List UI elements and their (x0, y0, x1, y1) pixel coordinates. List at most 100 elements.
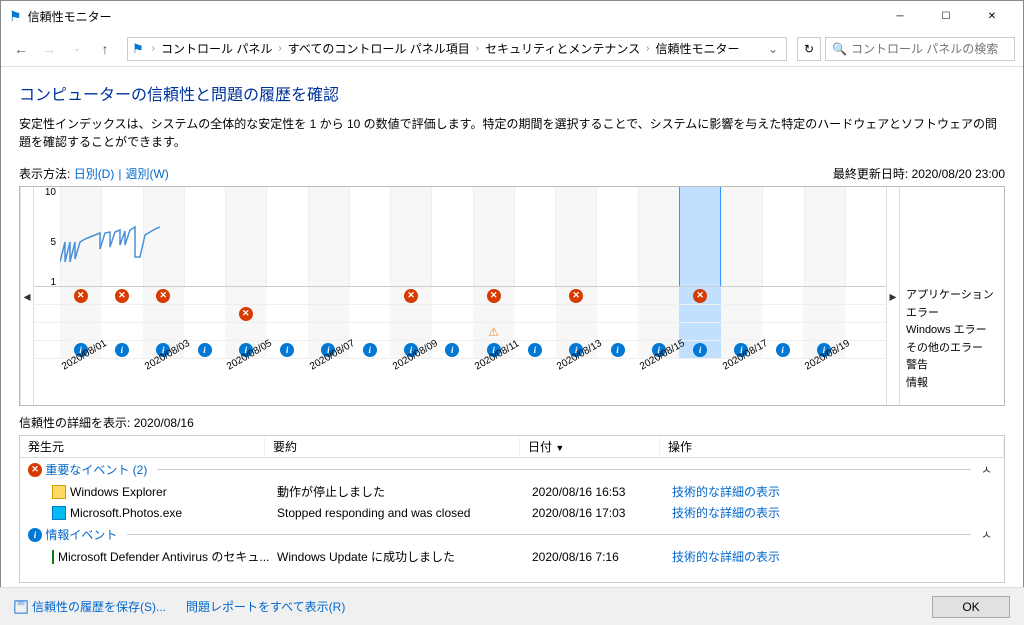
event-cell[interactable] (390, 323, 431, 340)
back-button[interactable]: ← (9, 37, 33, 61)
view-details-link[interactable]: 技術的な詳細の表示 (672, 485, 780, 499)
event-cell[interactable]: ✕ (390, 287, 431, 304)
event-cell[interactable]: i (266, 341, 307, 358)
breadcrumb-item[interactable]: 信頼性モニター (653, 40, 741, 57)
chart-column[interactable] (596, 187, 637, 286)
chart-column[interactable] (473, 187, 514, 286)
chart-column[interactable] (184, 187, 225, 286)
event-cell[interactable] (803, 323, 844, 340)
forward-button[interactable]: → (37, 37, 61, 61)
table-row[interactable]: Windows Explorer動作が停止しました2020/08/16 16:5… (20, 481, 1004, 502)
event-cell[interactable] (721, 323, 762, 340)
event-cell[interactable] (432, 305, 473, 322)
event-cell[interactable] (845, 341, 886, 358)
event-cell[interactable]: ✕ (679, 287, 720, 304)
chart-column[interactable] (514, 187, 555, 286)
event-cell[interactable] (638, 287, 679, 304)
chart-column[interactable] (555, 187, 596, 286)
view-weekly-link[interactable]: 週別(W) (125, 165, 168, 182)
chart-column[interactable] (431, 187, 472, 286)
event-cell[interactable] (143, 305, 184, 322)
event-cell[interactable] (308, 287, 349, 304)
event-cell[interactable] (225, 287, 266, 304)
event-cell[interactable] (473, 305, 514, 322)
event-cell[interactable] (308, 305, 349, 322)
event-cell[interactable] (679, 305, 720, 322)
ok-button[interactable]: OK (932, 596, 1010, 618)
chart-column[interactable] (679, 187, 721, 286)
event-cell[interactable] (845, 305, 886, 322)
event-cell[interactable] (514, 287, 555, 304)
close-button[interactable]: ✕ (969, 1, 1015, 31)
chart-column[interactable] (638, 187, 679, 286)
column-date[interactable]: 日付 ▼ (520, 438, 660, 455)
chart-column[interactable] (721, 187, 762, 286)
event-cell[interactable] (514, 305, 555, 322)
chart-column[interactable] (349, 187, 390, 286)
event-cell[interactable] (803, 305, 844, 322)
search-input[interactable] (851, 42, 1008, 56)
up-button[interactable]: ↑ (93, 37, 117, 61)
breadcrumb-item[interactable]: コントロール パネル (159, 40, 274, 57)
event-cell[interactable] (390, 305, 431, 322)
event-cell[interactable] (143, 323, 184, 340)
refresh-button[interactable]: ↻ (797, 37, 821, 61)
save-history-link[interactable]: 信頼性の履歴を保存(S)... (14, 598, 166, 615)
event-cell[interactable] (762, 323, 803, 340)
collapse-button[interactable]: ㅅ (977, 526, 996, 543)
chart-column[interactable] (225, 187, 266, 286)
chart-column[interactable] (762, 187, 803, 286)
event-cell[interactable] (432, 287, 473, 304)
event-cell[interactable] (638, 305, 679, 322)
scroll-left-button[interactable]: ◂ (20, 187, 34, 405)
event-cell[interactable] (225, 323, 266, 340)
maximize-button[interactable]: ☐ (923, 1, 969, 31)
chart-column[interactable] (804, 187, 845, 286)
chart-column[interactable] (845, 187, 886, 286)
event-cell[interactable]: ✕ (143, 287, 184, 304)
event-cell[interactable] (101, 323, 142, 340)
event-cell[interactable] (845, 287, 886, 304)
event-cell[interactable] (803, 287, 844, 304)
breadcrumb[interactable]: ⚑ › コントロール パネル › すべてのコントロール パネル項目 › セキュリ… (127, 37, 787, 61)
event-cell[interactable] (638, 323, 679, 340)
column-action[interactable]: 操作 (660, 438, 1004, 455)
collapse-button[interactable]: ㅅ (977, 461, 996, 478)
chart-column[interactable] (308, 187, 349, 286)
event-cell[interactable] (721, 287, 762, 304)
search-box[interactable]: 🔍 (825, 37, 1015, 61)
view-daily-link[interactable]: 日別(D) (74, 165, 115, 182)
event-cell[interactable] (349, 305, 390, 322)
event-cell[interactable] (597, 287, 638, 304)
column-source[interactable]: 発生元 (20, 438, 265, 455)
event-cell[interactable]: ✕ (60, 287, 101, 304)
event-cell[interactable] (432, 323, 473, 340)
event-cell[interactable] (60, 305, 101, 322)
event-cell[interactable] (266, 287, 307, 304)
event-cell[interactable] (597, 305, 638, 322)
event-cell[interactable]: ✕ (473, 287, 514, 304)
event-cell[interactable] (349, 323, 390, 340)
minimize-button[interactable]: ─ (877, 1, 923, 31)
event-cell[interactable] (266, 305, 307, 322)
event-cell[interactable] (845, 323, 886, 340)
event-cell[interactable]: ✕ (225, 305, 266, 322)
recent-dropdown[interactable]: ⌄ (65, 37, 89, 61)
event-cell[interactable]: ⚠ (473, 323, 514, 340)
event-cell[interactable] (556, 305, 597, 322)
event-cell[interactable] (184, 305, 225, 322)
event-cell[interactable]: i (349, 341, 390, 358)
event-cell[interactable] (679, 323, 720, 340)
table-row[interactable]: Microsoft Defender Antivirus のセキュ...Wind… (20, 546, 1004, 567)
event-cell[interactable] (762, 305, 803, 322)
chevron-down-icon[interactable]: ⌄ (764, 42, 782, 56)
event-cell[interactable] (721, 305, 762, 322)
view-details-link[interactable]: 技術的な詳細の表示 (672, 506, 780, 520)
event-cell[interactable]: ✕ (101, 287, 142, 304)
group-header[interactable]: i 情報イベント ㅅ (20, 523, 1004, 546)
group-header[interactable]: ✕ 重要なイベント (2) ㅅ (20, 458, 1004, 481)
event-cell[interactable] (60, 323, 101, 340)
event-cell[interactable]: i (101, 341, 142, 358)
column-summary[interactable]: 要約 (265, 438, 520, 455)
event-cell[interactable] (556, 323, 597, 340)
